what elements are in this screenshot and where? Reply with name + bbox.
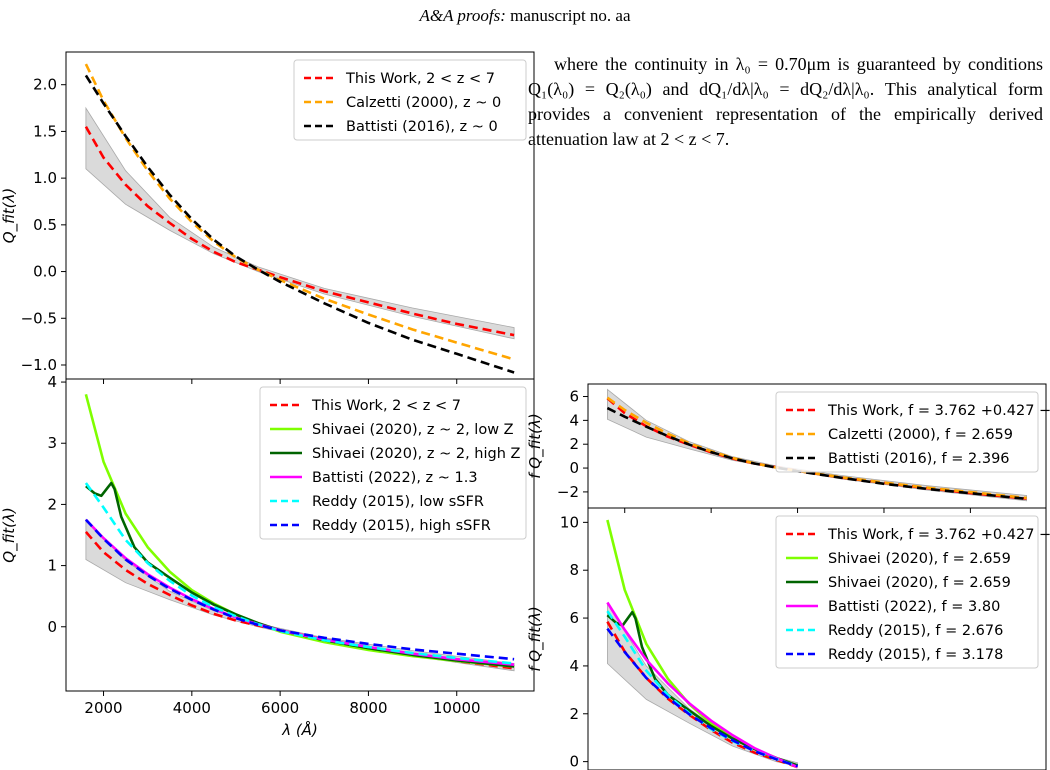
x-tick-label: 2000 xyxy=(84,699,122,717)
panel-bottom-left: 0 1 2 3 4 2000 4000 6000 8000 10000 λ (Å) Q_fit(λ) T… xyxy=(0,373,535,739)
paragraph-text: where the continuity in λ₀ = 0.70μm is g… xyxy=(528,54,1043,149)
legend-label: Reddy (2015), low sSFR xyxy=(312,494,484,510)
y-tick-label: −2 xyxy=(557,483,579,501)
y-tick-label: 10 xyxy=(560,513,579,531)
y-axis-label: f Q_fit(λ) xyxy=(526,413,545,479)
series-line xyxy=(606,406,1027,501)
legend-label: Calzetti (2000), f = 2.659 xyxy=(828,427,1013,443)
legend-label: Battisti (2022), z ~ 1.3 xyxy=(312,470,478,486)
uncertainty-band xyxy=(85,518,515,672)
legend-label: This Work, f = 3.762 +0.427 −0.212 xyxy=(827,403,1050,419)
y-tick-label: 2.0 xyxy=(33,76,57,94)
x-tick-label: 6000 xyxy=(261,699,299,717)
series-line xyxy=(84,531,515,670)
series-line xyxy=(606,601,799,769)
y-tick-label: −0.5 xyxy=(21,309,57,327)
panel-top-right: −2 0 2 4 6 f Q_fit(λ) This Work, f = 3.762 +0.… xyxy=(526,383,1050,513)
x-tick-label: 4000 xyxy=(173,699,211,717)
body-paragraph: where the continuity in λ₀ = 0.70μm is g… xyxy=(528,52,1043,152)
y-tick-label: 1 xyxy=(47,557,57,575)
y-tick-label: 4 xyxy=(47,373,57,391)
journal-name: A&A proofs: xyxy=(419,6,506,25)
uncertainty-band xyxy=(607,602,798,767)
x-axis-label: λ (Å) xyxy=(281,720,318,739)
x-tick-label: 10000 xyxy=(433,699,481,717)
legend-label: Reddy (2015), f = 2.676 xyxy=(828,623,1003,639)
manuscript-number: manuscript no. aa xyxy=(510,6,631,25)
series-line xyxy=(606,627,799,768)
legend-label: Reddy (2015), f = 3.178 xyxy=(828,647,1003,663)
running-head: A&A proofs: manuscript no. aa xyxy=(0,6,1050,26)
legend-label: Reddy (2015), high sSFR xyxy=(312,518,491,534)
series-line xyxy=(606,621,799,769)
series-line xyxy=(606,610,799,767)
y-tick-label: 1.0 xyxy=(33,169,57,187)
legend-label: This Work, f = 3.762 +0.427 −0.212 xyxy=(827,527,1050,543)
y-tick-label: 3 xyxy=(47,434,57,452)
legend-box xyxy=(293,59,527,141)
y-tick-label: −1.0 xyxy=(21,356,57,374)
legend-label: Shivaei (2020), f = 2.659 xyxy=(828,551,1011,567)
y-axis-label: Q_fit(λ) xyxy=(0,507,19,562)
legend-box xyxy=(775,391,1039,473)
y-tick-label: 2 xyxy=(569,435,579,453)
y-tick-label: 0 xyxy=(569,459,579,477)
legend-box xyxy=(775,515,1039,669)
y-tick-label: 4 xyxy=(569,657,579,675)
y-tick-label: 0 xyxy=(569,753,579,770)
uncertainty-band xyxy=(85,106,515,340)
series-line xyxy=(84,126,515,337)
y-axis-label: Q_fit(λ) xyxy=(0,188,19,243)
series-line xyxy=(84,74,515,374)
y-tick-label: 1.5 xyxy=(33,122,57,140)
y-tick-label: 6 xyxy=(569,388,579,406)
legend-label: Shivaei (2020), f = 2.659 xyxy=(828,575,1011,591)
y-tick-label: 4 xyxy=(569,411,579,429)
axes-frame xyxy=(587,507,1047,770)
legend-label: This Work, 2 < z < 7 xyxy=(345,71,495,87)
legend-box xyxy=(259,386,527,540)
legend-label: Calzetti (2000), z ~ 0 xyxy=(346,95,501,111)
y-tick-label: 6 xyxy=(569,609,579,627)
panel-bottom-right: 0 2 4 6 8 10 f Q_fit(λ) This Work, f = 3.762 +0… xyxy=(526,507,1050,770)
series-line xyxy=(84,482,515,665)
axes-frame xyxy=(65,378,535,692)
legend-label: Battisti (2022), f = 3.80 xyxy=(828,599,1000,615)
y-axis-label: f Q_fit(λ) xyxy=(526,606,545,672)
legend-label: Battisti (2016), f = 2.396 xyxy=(828,451,1010,467)
y-tick-label: 0.0 xyxy=(33,263,57,281)
y-tick-label: 0.5 xyxy=(33,216,57,234)
x-tick-label: 8000 xyxy=(349,699,387,717)
legend-label: This Work, 2 < z < 7 xyxy=(311,398,461,414)
y-tick-label: 2 xyxy=(569,705,579,723)
legend-label: Battisti (2016), z ~ 0 xyxy=(346,119,498,135)
legend-label: Shivaei (2020), z ~ 2, high Z xyxy=(312,446,521,462)
series-line xyxy=(84,63,515,361)
y-tick-label: 0 xyxy=(47,618,57,636)
y-tick-label: 2 xyxy=(47,495,57,513)
panel-top-left: −1.0 −0.5 0.0 0.5 1.0 1.5 2.0 Q_fit(λ) This Work… xyxy=(0,51,535,384)
y-tick-label: 8 xyxy=(569,561,579,579)
legend-label: Shivaei (2020), z ~ 2, low Z xyxy=(312,422,514,438)
